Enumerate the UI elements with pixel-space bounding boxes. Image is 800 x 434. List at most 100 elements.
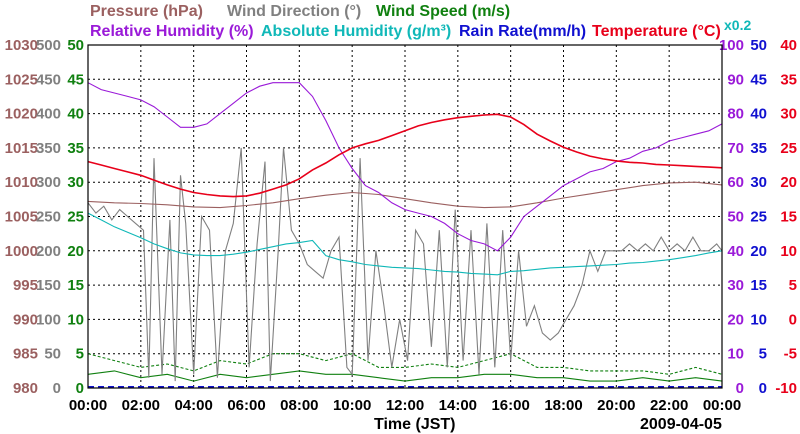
tick-label-rain-rate: 30 [750, 174, 767, 191]
date-label: 2009-04-05 [640, 416, 722, 433]
tick-label-rain-rate: 35 [750, 140, 767, 157]
tick-label-wind-direction: 300 [36, 174, 61, 191]
tick-label-temperature: 15 [780, 209, 797, 226]
tick-label-wind-direction: 150 [36, 277, 61, 294]
tick-label-relative-humidity: 90 [727, 71, 744, 88]
legend-rain-rate: Rain Rate(mm/h) [459, 23, 586, 40]
x-tick-label: 02:00 [122, 397, 160, 414]
tick-label-rain-rate: 20 [750, 243, 767, 260]
tick-label-wind-direction: 50 [44, 346, 61, 363]
tick-label-wind-speed: 45 [67, 71, 84, 88]
tick-label-wind-direction: 250 [36, 209, 61, 226]
tick-label-wind-speed: 40 [67, 106, 84, 123]
tick-label-temperature: 25 [780, 140, 797, 157]
x-axis: 00:00 02:00 04:00 06:00 08:00 10:00 12:00 14:00… [69, 397, 741, 414]
tick-label-pressure: 1015 [5, 140, 38, 157]
tick-label-wind-speed: 15 [67, 277, 84, 294]
x-tick-label: 16:00 [491, 397, 529, 414]
tick-label-pressure: 1000 [5, 243, 38, 260]
tick-label-pressure: 990 [13, 311, 38, 328]
tick-label-wind-direction: 100 [36, 311, 61, 328]
tick-label-relative-humidity: 0 [736, 380, 744, 397]
tick-label-temperature: 10 [780, 243, 797, 260]
tick-label-rain-rate: 10 [750, 311, 767, 328]
tick-label-pressure: 995 [13, 277, 38, 294]
tick-label-relative-humidity: 20 [727, 311, 744, 328]
tick-label-wind-speed: 50 [67, 37, 84, 54]
tick-label-relative-humidity: 100 [719, 37, 744, 54]
tick-label-wind-speed: 0 [76, 380, 84, 397]
x-tick-label: 22:00 [650, 397, 688, 414]
tick-label-relative-humidity: 40 [727, 243, 744, 260]
tick-label-temperature: 35 [780, 71, 797, 88]
plot-frame [87, 44, 723, 389]
tick-label-relative-humidity: 60 [727, 174, 744, 191]
tick-label-wind-speed: 30 [67, 174, 84, 191]
tick-label-wind-direction: 350 [36, 140, 61, 157]
legend-absolute-humidity: Absolute Humidity (g/m³) [261, 23, 451, 40]
legend-relative-humidity: Relative Humidity (%) [90, 23, 254, 40]
left-axes: 1030102510201015101010051000995990985980… [5, 37, 84, 397]
tick-label-rain-rate: 0 [759, 380, 767, 397]
tick-label-relative-humidity: 30 [727, 277, 744, 294]
legend-pressure: Pressure (hPa) [90, 3, 203, 20]
series-wind-speed [87, 370, 723, 382]
series-pressure [87, 181, 723, 209]
tick-label-relative-humidity: 80 [727, 106, 744, 123]
x-axis-label: Time (JST) [374, 416, 456, 433]
series-temperature [87, 113, 723, 198]
tick-label-wind-direction: 400 [36, 106, 61, 123]
x-tick-label: 14:00 [439, 397, 477, 414]
tick-label-temperature: 5 [789, 277, 797, 294]
tick-label-rain-rate: 40 [750, 106, 767, 123]
series-wind-direction [87, 147, 723, 382]
tick-label-temperature: -5 [784, 346, 797, 363]
x-tick-label: 18:00 [544, 397, 582, 414]
tick-label-wind-direction: 450 [36, 71, 61, 88]
tick-label-pressure: 1030 [5, 37, 38, 54]
tick-label-wind-direction: 200 [36, 243, 61, 260]
tick-label-temperature: -10 [775, 380, 797, 397]
right-axes: 1009080706050403020100504540353025201510… [719, 37, 797, 397]
tick-label-wind-speed: 20 [67, 243, 84, 260]
tick-label-rain-rate: 25 [750, 209, 767, 226]
tick-label-wind-direction: 0 [53, 380, 61, 397]
x-tick-label: 00:00 [69, 397, 107, 414]
tick-label-temperature: 40 [780, 37, 797, 54]
plot-area [87, 82, 723, 388]
x-tick-label: 20:00 [597, 397, 635, 414]
tick-label-rain-rate: 45 [750, 71, 767, 88]
tick-label-wind-direction: 500 [36, 37, 61, 54]
tick-label-rain-rate: 15 [750, 277, 767, 294]
tick-label-pressure: 1025 [5, 71, 38, 88]
tick-label-rain-rate: 5 [759, 346, 767, 363]
tick-label-wind-speed: 35 [67, 140, 84, 157]
x-tick-label: 08:00 [280, 397, 318, 414]
tick-label-wind-speed: 10 [67, 311, 84, 328]
tick-label-relative-humidity: 50 [727, 209, 744, 226]
x-tick-label: 10:00 [333, 397, 371, 414]
x-tick-label: 06:00 [227, 397, 265, 414]
legend-temperature: Temperature (°C) [592, 23, 721, 40]
tick-label-wind-speed: 25 [67, 209, 84, 226]
tick-label-temperature: 20 [780, 174, 797, 191]
tick-label-temperature: 0 [789, 311, 797, 328]
tick-label-pressure: 980 [13, 380, 38, 397]
x-tick-label: 12:00 [386, 397, 424, 414]
tick-label-rain-rate: 50 [750, 37, 767, 54]
tick-label-pressure: 985 [13, 346, 38, 363]
grid [88, 45, 722, 388]
legend-wind-direction: Wind Direction (°) [227, 3, 361, 20]
abs-humidity-scale-note: x0.2 [724, 17, 751, 33]
x-tick-label: 00:00 [703, 397, 741, 414]
tick-label-pressure: 1020 [5, 106, 38, 123]
series-absolute-humidity [87, 212, 723, 276]
series-wind-speed-max [87, 353, 723, 375]
tick-label-pressure: 1005 [5, 209, 38, 226]
tick-label-pressure: 1010 [5, 174, 38, 191]
tick-label-temperature: 30 [780, 106, 797, 123]
tick-label-relative-humidity: 10 [727, 346, 744, 363]
x-tick-label: 04:00 [174, 397, 212, 414]
tick-label-wind-speed: 5 [76, 346, 84, 363]
